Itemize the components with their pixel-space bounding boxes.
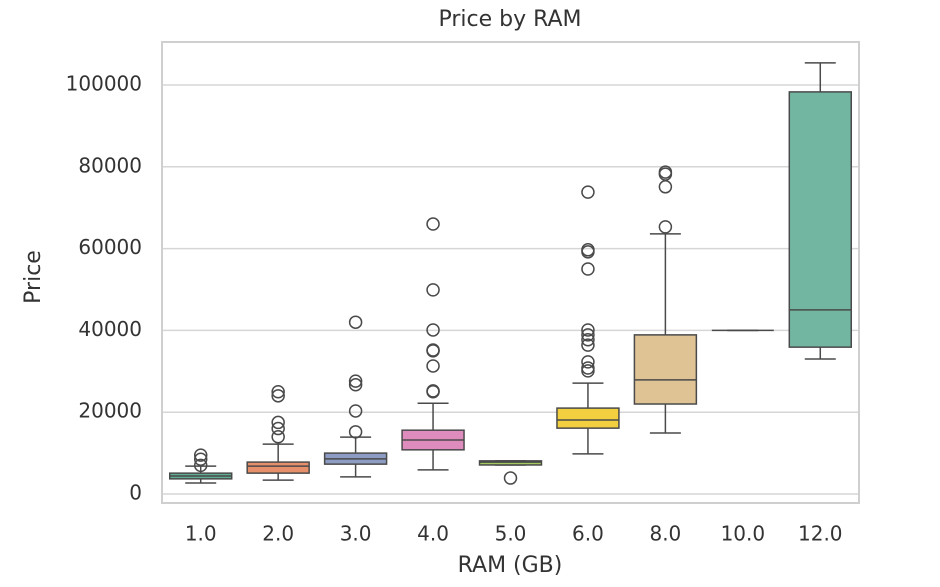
outlier <box>503 471 518 485</box>
x-tick-label: 3.0 <box>340 522 372 546</box>
outlier <box>271 415 285 430</box>
outlier <box>426 343 440 357</box>
outlier <box>658 165 673 179</box>
x-tick-label: 6.0 <box>572 522 604 546</box>
box <box>478 460 543 466</box>
x-tick-label: 2.0 <box>262 522 294 546</box>
outlier <box>193 452 208 466</box>
outlier <box>348 374 363 388</box>
outlier <box>581 355 595 369</box>
y-tick-label: 80000 <box>78 153 142 177</box>
outlier <box>193 458 208 473</box>
outlier <box>426 283 440 297</box>
outlier <box>658 180 673 194</box>
box <box>246 461 310 474</box>
outlier <box>348 315 363 329</box>
x-tick-label: 8.0 <box>649 522 681 546</box>
outlier <box>581 333 595 347</box>
outlier <box>658 220 673 234</box>
outlier <box>581 338 595 352</box>
outlier <box>348 378 363 392</box>
chart-title: Price by RAM <box>438 7 581 32</box>
outlier <box>271 389 285 403</box>
outlier <box>271 384 285 399</box>
x-tick-label: 12.0 <box>798 522 843 546</box>
plot-frame <box>161 41 860 504</box>
outlier <box>271 421 285 436</box>
outlier <box>581 323 595 337</box>
outlier <box>581 185 595 199</box>
y-tick-label: 20000 <box>78 399 142 423</box>
outlier <box>581 328 595 342</box>
outlier <box>426 323 440 337</box>
y-tick-label: 0 <box>129 481 142 505</box>
box <box>556 407 620 429</box>
y-tick-label: 40000 <box>78 317 142 341</box>
y-tick-label: 60000 <box>78 235 142 259</box>
x-tick-label: 5.0 <box>495 522 527 546</box>
x-axis-label: RAM (GB) <box>458 553 563 578</box>
outlier <box>581 262 595 276</box>
outlier <box>426 384 440 398</box>
box <box>633 334 698 405</box>
outlier <box>348 425 363 439</box>
outlier <box>426 359 440 373</box>
outlier <box>426 217 440 231</box>
x-tick-label: 1.0 <box>185 522 217 546</box>
outlier <box>271 429 285 444</box>
outlier <box>581 361 595 375</box>
outlier <box>193 448 208 462</box>
y-axis-label: Price <box>21 250 46 304</box>
x-tick-label: 10.0 <box>721 522 766 546</box>
outlier <box>581 243 595 257</box>
outlier <box>348 404 363 418</box>
x-tick-label: 4.0 <box>417 522 449 546</box>
box <box>788 91 853 348</box>
y-tick-label: 100000 <box>66 71 142 95</box>
